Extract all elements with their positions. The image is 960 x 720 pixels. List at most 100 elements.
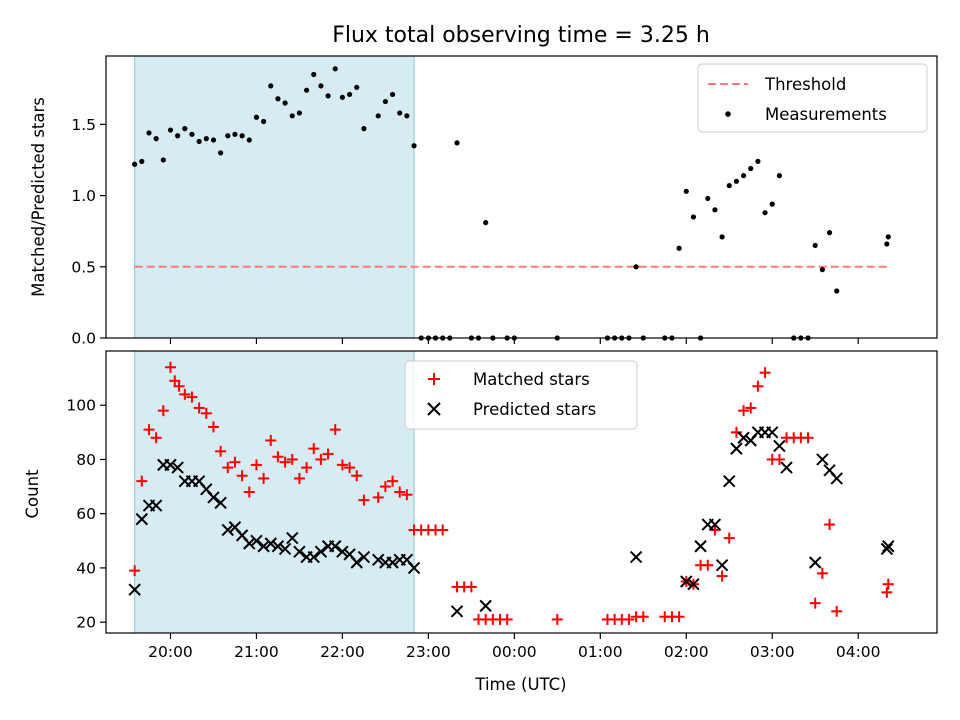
y-tick-label: 40 xyxy=(76,559,96,577)
matched-star-point xyxy=(129,565,141,577)
measurement-point xyxy=(690,214,697,220)
matched-star-point xyxy=(186,391,198,403)
predicted-star-point xyxy=(329,540,342,553)
measurement-point xyxy=(361,126,367,132)
matched-star-point xyxy=(673,611,685,623)
predicted-star-point xyxy=(214,496,227,510)
matched-star-point xyxy=(358,494,370,506)
predicted-star-point xyxy=(450,605,464,618)
top-y-ticks: 0.0 0.5 1.0 1.5 xyxy=(71,116,106,348)
measurement-point xyxy=(812,242,818,249)
measurement-point xyxy=(733,178,740,184)
measurement-point xyxy=(311,71,317,78)
measurement-point xyxy=(375,113,381,119)
matched-star-point xyxy=(759,367,771,379)
matched-star-point xyxy=(336,459,348,471)
measurements-legend-label: Measurements xyxy=(765,105,887,124)
predicted-star-point xyxy=(723,474,736,488)
bottom-legend: Matched stars Predicted stars xyxy=(404,360,638,430)
matched-star-point xyxy=(437,524,449,536)
x-tick-label: 01:00 xyxy=(578,643,623,661)
measurement-point xyxy=(762,210,768,216)
predicted-star-point xyxy=(830,472,843,485)
measurement-point xyxy=(726,183,732,189)
predicted-star-point xyxy=(629,550,643,564)
bottom-y-ticks: 20 40 60 80 100 xyxy=(66,397,106,632)
predicted-star-point xyxy=(278,542,292,556)
measurement-point xyxy=(884,241,890,247)
measurement-point xyxy=(712,207,718,213)
measurement-point xyxy=(289,113,295,119)
predicted-star-point xyxy=(293,545,306,558)
matched-star-point xyxy=(236,470,248,482)
x-tick-label: 20:00 xyxy=(148,643,193,661)
matched-star-point xyxy=(716,570,728,582)
predicted-star-point xyxy=(221,523,234,537)
measurement-point xyxy=(189,131,195,137)
x-axis-label: Time (UTC) xyxy=(474,675,566,694)
measurement-point xyxy=(397,110,403,116)
measurement-point xyxy=(339,94,346,100)
top-legend-box xyxy=(697,63,928,133)
measurement-point xyxy=(826,230,833,236)
measurement-point xyxy=(885,234,891,240)
measurement-point xyxy=(404,113,410,119)
x-tick-label: 23:00 xyxy=(406,643,451,661)
predicted-star-point xyxy=(708,518,722,531)
y-tick-label: 100 xyxy=(66,397,96,415)
measurement-point xyxy=(239,133,245,139)
measurement-point xyxy=(776,173,782,179)
matched-star-point xyxy=(773,453,785,465)
matched-star-point xyxy=(250,459,262,471)
matched-star-point xyxy=(730,426,742,438)
measurement-point xyxy=(354,84,360,90)
y-tick-label: 20 xyxy=(76,614,96,632)
predicted-star-point xyxy=(271,540,285,553)
matched-star-point xyxy=(258,472,270,484)
matched-star-point xyxy=(882,578,894,590)
matched-star-point xyxy=(702,559,714,571)
x-tick-label: 00:00 xyxy=(492,643,537,661)
predicted-star-point xyxy=(135,512,149,526)
measurement-point xyxy=(160,157,166,163)
predicted-star-point xyxy=(257,540,270,553)
matched-star-point xyxy=(222,462,234,474)
top-x-ticks xyxy=(169,338,859,344)
predicted-star-point xyxy=(773,439,786,453)
predicted-star-point xyxy=(286,531,299,545)
matched-star-point xyxy=(272,451,284,463)
predicted-star-point xyxy=(149,499,163,512)
matched-legend-swatch xyxy=(428,373,440,385)
bottom-x-ticks: 20:00 21:00 22:00 23:00 00:00 01:00 02:00 03:00… xyxy=(148,633,881,661)
matched-star-point xyxy=(293,472,305,484)
matched-star-point xyxy=(136,475,148,487)
measurement-point xyxy=(676,245,682,251)
predicted-star-point xyxy=(250,534,263,548)
matched-star-point xyxy=(229,456,241,468)
x-tick-label: 03:00 xyxy=(750,643,795,661)
matched-star-point xyxy=(344,462,356,474)
measurement-point xyxy=(318,83,324,89)
predicted-star-point xyxy=(307,550,320,564)
bottom-y-axis-label: Count xyxy=(23,469,42,519)
matched-star-point xyxy=(738,405,750,417)
predicted-star-point xyxy=(680,575,693,588)
measurement-point xyxy=(282,100,288,106)
top-legend: Threshold Measurements xyxy=(697,63,928,133)
matched-star-point xyxy=(351,470,363,482)
measurement-point xyxy=(769,201,775,207)
matched-star-point xyxy=(379,481,391,493)
predicted-star-point xyxy=(372,553,385,566)
measurement-point xyxy=(253,114,260,120)
matched-star-point xyxy=(164,361,176,373)
predicted-star-point xyxy=(479,599,492,613)
matched-star-point xyxy=(401,489,413,501)
predicted-star-point xyxy=(816,453,829,466)
matched-star-point xyxy=(394,486,406,498)
predicted-star-point xyxy=(336,545,349,558)
matched-star-point xyxy=(207,421,219,433)
matched-star-point xyxy=(372,491,384,503)
predicted-star-point xyxy=(386,556,399,569)
matched-star-point xyxy=(315,453,327,465)
matched-star-point xyxy=(809,597,821,609)
